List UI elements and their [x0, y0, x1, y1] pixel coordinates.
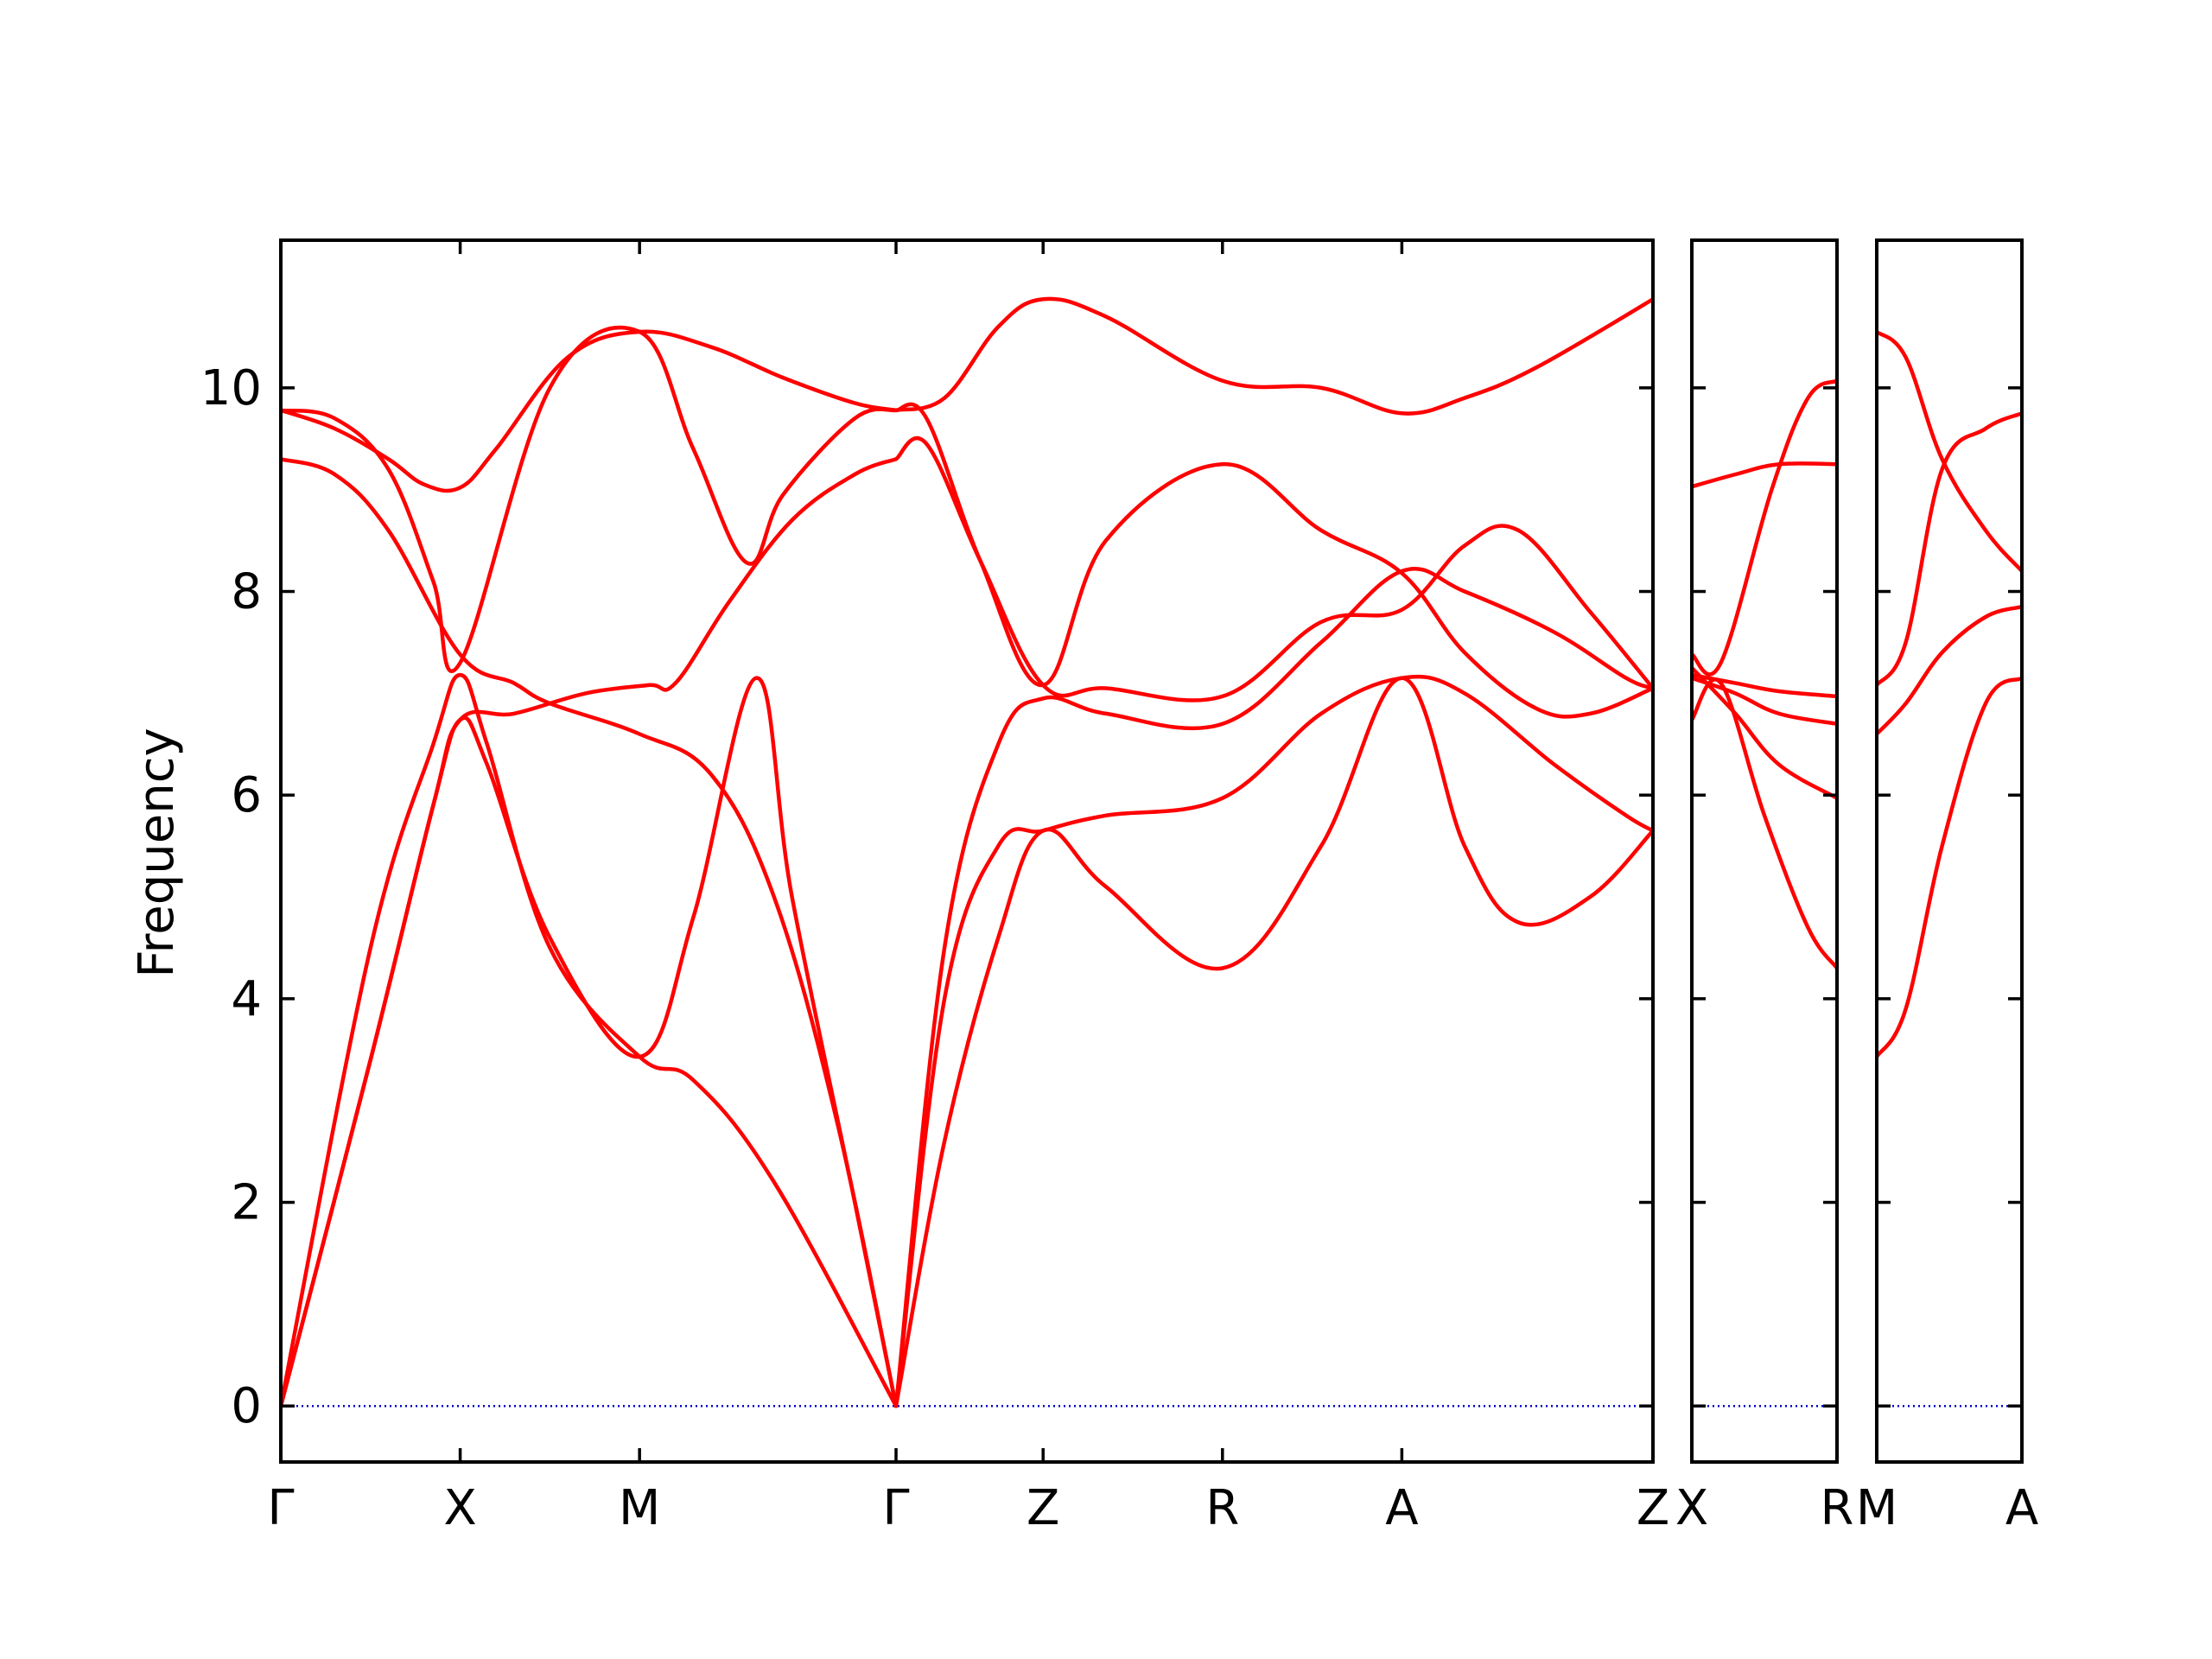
y-tick-label: 6	[231, 767, 262, 823]
band-line-5	[1692, 665, 1837, 800]
x-tick-label: R	[1205, 1480, 1239, 1536]
band-group	[1877, 329, 2022, 1059]
band-line-7	[893, 674, 1653, 1408]
band-line-3	[281, 676, 899, 1408]
x-tick-label: Z	[1027, 1480, 1059, 1536]
band-line-1	[1877, 329, 2022, 574]
x-tick-label: Z	[1637, 1480, 1669, 1536]
band-line-2	[1877, 411, 2022, 688]
band-line-12	[893, 296, 1653, 416]
band-line-1	[281, 672, 899, 1408]
x-tick-label: X	[443, 1480, 476, 1536]
band-line-1	[1692, 461, 1837, 489]
y-tick-label: 2	[231, 1175, 262, 1231]
y-tick-label: 8	[231, 564, 262, 620]
y-tick-label: 10	[200, 360, 262, 416]
band-line-3	[1877, 604, 2022, 736]
band-group	[1692, 378, 1837, 970]
band-line-9	[893, 566, 1653, 1408]
panel-frame	[1875, 238, 2024, 1464]
x-tick-label: M	[619, 1480, 660, 1536]
x-tick-label: R	[1821, 1480, 1854, 1536]
y-tick-label: 4	[231, 971, 262, 1027]
band-line-2	[1692, 378, 1837, 677]
x-tick-label: Γ	[882, 1480, 909, 1536]
x-tick-label: Γ	[267, 1480, 294, 1536]
band-line-8	[893, 676, 1653, 1408]
x-tick-label: M	[1856, 1480, 1897, 1536]
band-line-4	[1692, 676, 1837, 726]
band-line-6	[1692, 677, 1837, 970]
x-tick-label: A	[1385, 1480, 1418, 1536]
y-tick-label: 0	[231, 1378, 262, 1434]
band-line-4	[281, 457, 899, 1408]
band-group	[281, 296, 1653, 1408]
band-line-4	[1877, 676, 2022, 1059]
band-line-11	[893, 402, 1653, 719]
y-axis-label: Frequency	[129, 728, 185, 977]
band-line-6	[281, 329, 899, 493]
panel-frame	[1690, 238, 1839, 1464]
panel-frame	[279, 238, 1655, 1464]
x-tick-label: X	[1675, 1480, 1708, 1536]
x-tick-label: A	[2005, 1480, 2038, 1536]
panel-1: 0 2 4 6 8 10 Γ X M Γ Z R A Z	[200, 238, 1669, 1536]
